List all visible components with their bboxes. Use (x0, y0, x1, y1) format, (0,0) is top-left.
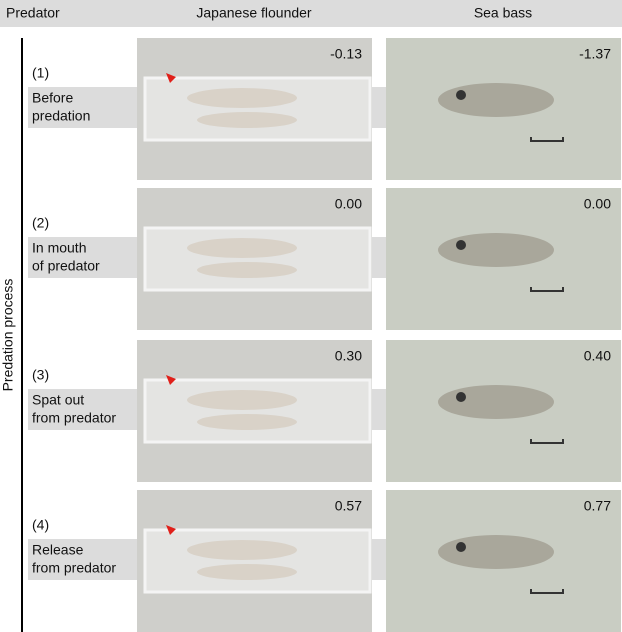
row-number: (3) (32, 367, 49, 383)
photo: 0.57 (137, 490, 372, 632)
time-label: 0.30 (335, 348, 362, 364)
arrowhead (166, 525, 176, 535)
header-bar (0, 0, 622, 27)
fish (187, 88, 297, 108)
fish-eye (456, 392, 466, 402)
fish-eye (456, 240, 466, 250)
header-seabass: Sea bass (474, 5, 532, 21)
row-label-line1: Before (32, 90, 73, 106)
fish (438, 385, 554, 419)
side-label: Predation process (0, 279, 16, 392)
arrowhead (166, 375, 176, 385)
fish (187, 238, 297, 258)
header-predator: Predator (6, 5, 60, 21)
photo: 0.30 (137, 340, 372, 482)
time-label: 0.77 (584, 498, 611, 514)
row-number: (2) (32, 215, 49, 231)
photo: 0.77 (386, 490, 621, 632)
header-flounder: Japanese flounder (196, 5, 312, 21)
fish-eye (456, 90, 466, 100)
time-label: -0.13 (330, 46, 362, 62)
photo: 0.40 (386, 340, 621, 482)
time-label: 0.40 (584, 348, 611, 364)
tank (143, 226, 372, 292)
fish (187, 390, 297, 410)
fish (187, 540, 297, 560)
row-number: (4) (32, 517, 49, 533)
photo: -0.13 (137, 38, 372, 180)
fish (438, 83, 554, 117)
fish (438, 233, 554, 267)
fish (197, 564, 297, 580)
tank (143, 528, 372, 594)
fish-eye (456, 542, 466, 552)
time-label: 0.00 (584, 196, 611, 212)
time-label: -1.37 (579, 46, 611, 62)
photo: 0.00 (386, 188, 621, 330)
row-label-line2: from predator (32, 410, 116, 426)
row-label-line2: predation (32, 108, 90, 124)
time-label: 0.00 (335, 196, 362, 212)
time-label: 0.57 (335, 498, 362, 514)
row-label-line2: from predator (32, 560, 116, 576)
scale-bar (530, 439, 564, 444)
row-label-line1: Release (32, 542, 84, 558)
scale-bar (530, 137, 564, 142)
fish (197, 112, 297, 128)
row-label-line1: In mouth (32, 240, 86, 256)
fish (197, 414, 297, 430)
row-label-line2: of predator (32, 258, 100, 274)
row-label-line1: Spat out (32, 392, 84, 408)
fish (197, 262, 297, 278)
fish (438, 535, 554, 569)
tank (143, 76, 372, 142)
photo: 0.00 (137, 188, 372, 330)
photo: -1.37 (386, 38, 621, 180)
row-number: (1) (32, 65, 49, 81)
scale-bar (530, 589, 564, 594)
tank (143, 378, 372, 444)
arrowhead (166, 73, 176, 83)
scale-bar (530, 287, 564, 292)
